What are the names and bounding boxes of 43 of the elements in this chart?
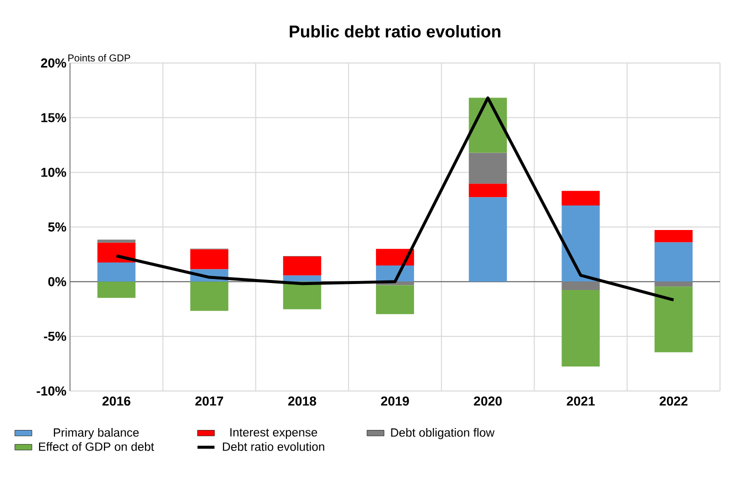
bar [468, 184, 507, 198]
line-series [114, 96, 676, 302]
bar [376, 285, 414, 314]
x-tick-label: 2019 [381, 396, 409, 406]
bar [562, 290, 600, 367]
bar [562, 282, 600, 290]
x-tick-label: 2016 [102, 396, 130, 406]
bar [654, 282, 693, 287]
y-tick-label: 5% [48, 222, 66, 232]
bar [654, 230, 693, 242]
y-tick-label: 20% [41, 58, 66, 68]
bar [562, 205, 600, 282]
bar [97, 240, 136, 243]
y-axis-title: Points of GDP [68, 54, 130, 62]
chart-title: Public debt ratio evolution [290, 25, 500, 38]
legend-label: Interest expense [230, 428, 318, 439]
bar [283, 256, 322, 276]
bar [468, 197, 507, 282]
bar [97, 282, 136, 298]
bar [283, 275, 322, 282]
y-tick-label: 15% [41, 113, 66, 122]
y-tick-label: -5% [44, 332, 66, 341]
bar [654, 242, 693, 282]
x-tick-label: 2017 [195, 396, 224, 406]
x-tick-label: 2022 [660, 396, 688, 406]
x-tick-label: 2021 [566, 396, 595, 406]
legend-label: Primary balance [54, 428, 139, 440]
bar [654, 286, 693, 352]
bar [190, 282, 228, 311]
bar [376, 248, 414, 266]
x-tick-label: 2018 [288, 396, 316, 406]
x-tick-label: 2020 [474, 396, 502, 406]
bar [562, 190, 600, 206]
bar [97, 242, 136, 263]
legend-label: Debt ratio evolution [222, 442, 324, 451]
y-tick-label: 10% [41, 168, 66, 177]
bar [97, 262, 136, 282]
bar [468, 152, 507, 184]
legend-label: Debt obligation flow [391, 428, 495, 440]
bar [190, 249, 228, 270]
legend-label: Effect of GDP on debt [39, 442, 154, 451]
y-tick-label: 0% [48, 277, 66, 286]
y-tick-label: -10% [36, 386, 66, 396]
